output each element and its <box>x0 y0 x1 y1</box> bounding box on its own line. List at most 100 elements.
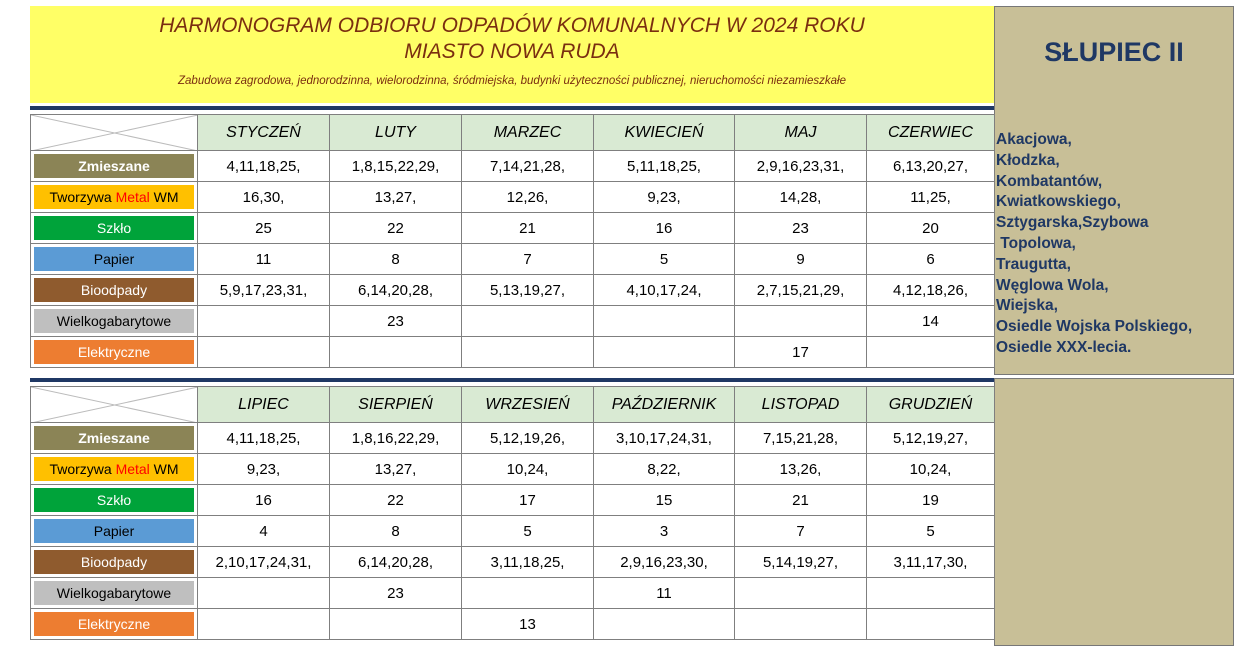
pickup-dates-cell: 2,7,15,21,29, <box>734 274 867 306</box>
pickup-dates-cell: 5,9,17,23,31, <box>197 274 330 306</box>
pickup-dates-cell: 22 <box>329 484 462 516</box>
pickup-dates-cell: 14 <box>866 305 995 337</box>
pickup-dates-cell: 8 <box>329 243 462 275</box>
month-header: GRUDZIEŃ <box>866 386 995 423</box>
category-label-cell: Elektryczne <box>30 608 198 640</box>
pickup-dates-cell: 2,10,17,24,31, <box>197 546 330 578</box>
pickup-dates-cell: 6,14,20,28, <box>329 546 462 578</box>
pickup-dates-cell: 9,23, <box>593 181 735 213</box>
pickup-dates-cell: 4,10,17,24, <box>593 274 735 306</box>
pickup-dates-cell <box>593 608 735 640</box>
pickup-dates-cell: 3,10,17,24,31, <box>593 422 735 454</box>
street-item: Akacjowa, <box>996 131 1072 148</box>
pickup-dates-cell: 17 <box>461 484 594 516</box>
month-header: LISTOPAD <box>734 386 867 423</box>
table-row: Zmieszane 4,11,18,25, 1,8,15,22,29, 7,14,21… <box>30 150 995 182</box>
corner-cell <box>30 386 198 423</box>
table-row: Papier 4 8 5 3 7 5 <box>30 515 995 547</box>
month-header: CZERWIEC <box>866 114 995 151</box>
pickup-dates-cell: 16 <box>593 212 735 244</box>
category-label: Papier <box>34 247 194 271</box>
street-item: Wiejska, <box>996 297 1058 315</box>
pickup-dates-cell: 8 <box>329 515 462 547</box>
category-label: Zmieszane <box>34 426 194 450</box>
pickup-dates-cell: 5 <box>866 515 995 547</box>
pickup-dates-cell: 7,15,21,28, <box>734 422 867 454</box>
pickup-dates-cell: 23 <box>329 577 462 609</box>
city-name: MIASTO NOWA RUDA <box>404 40 620 63</box>
month-header: MAJ <box>734 114 867 151</box>
pickup-dates-cell: 6,13,20,27, <box>866 150 995 182</box>
pickup-dates-cell: 3,11,18,25, <box>461 546 594 578</box>
pickup-dates-cell: 17 <box>734 336 867 368</box>
category-label: Papier <box>34 519 194 543</box>
category-label: Wielkogabarytowe <box>34 309 194 333</box>
category-label: Tworzywa Metal WM <box>34 457 194 481</box>
category-label-part: Tworzywa <box>49 189 116 205</box>
month-header-row: LIPIEC SIERPIEŃ WRZESIEŃ PAŹDZIERNIK LISTOPA… <box>30 386 995 423</box>
street-item: Traugutta, <box>996 255 1071 273</box>
schedule-table-jan-jun: STYCZEŃ LUTY MARZEC KWIECIEŃ MAJ CZERWIEC Zmie… <box>30 114 995 368</box>
pickup-dates-cell <box>197 305 330 337</box>
category-label-cell: Szkło <box>30 212 198 244</box>
pickup-dates-cell: 23 <box>329 305 462 337</box>
pickup-dates-cell <box>593 336 735 368</box>
table-row: Elektryczne 13 <box>30 608 995 640</box>
pickup-dates-cell: 4 <box>197 515 330 547</box>
category-label-part: Metal <box>115 189 150 205</box>
table-row: Elektryczne 17 <box>30 336 995 368</box>
category-label-cell: Wielkogabarytowe <box>30 305 198 337</box>
pickup-dates-cell: 19 <box>866 484 995 516</box>
pickup-dates-cell: 23 <box>734 212 867 244</box>
pickup-dates-cell: 3,11,17,30, <box>866 546 995 578</box>
pickup-dates-cell: 25 <box>197 212 330 244</box>
street-item: Kwiatkowskiego, <box>996 193 1121 211</box>
month-header-row: STYCZEŃ LUTY MARZEC KWIECIEŃ MAJ CZERWIEC <box>30 114 995 151</box>
pickup-dates-cell: 11,25, <box>866 181 995 213</box>
pickup-dates-cell: 7 <box>461 243 594 275</box>
building-types-subtitle: Zabudowa zagrodowa, jednorodzinna, wielo… <box>178 75 846 87</box>
month-header: WRZESIEŃ <box>461 386 594 423</box>
table-row: Szkło 25 22 21 16 23 20 <box>30 212 995 244</box>
category-label-cell: Zmieszane <box>30 150 198 182</box>
pickup-dates-cell: 3 <box>593 515 735 547</box>
crossed-cell-icon <box>31 387 197 422</box>
category-label-part: WM <box>149 461 179 477</box>
category-label: Wielkogabarytowe <box>34 581 194 605</box>
pickup-dates-cell: 7,14,21,28, <box>461 150 594 182</box>
street-item: Osiedle XXX-lecia. <box>996 338 1132 356</box>
street-list: Akacjowa, Kłodzka, Kombatantów, Kwiatkowski… <box>996 130 1192 359</box>
pickup-dates-cell <box>866 336 995 368</box>
pickup-dates-cell: 1,8,15,22,29, <box>329 150 462 182</box>
category-label-part: WM <box>149 189 179 205</box>
schedule-table-jul-dec: LIPIEC SIERPIEŃ WRZESIEŃ PAŹDZIERNIK LISTOPA… <box>30 386 995 640</box>
category-label: Zmieszane <box>34 154 194 178</box>
table-row: Szkło 16 22 17 15 21 19 <box>30 484 995 516</box>
pickup-dates-cell: 16,30, <box>197 181 330 213</box>
pickup-dates-cell <box>197 577 330 609</box>
category-label-part: Metal <box>115 461 150 477</box>
category-label: Elektryczne <box>34 340 194 364</box>
pickup-dates-cell <box>734 608 867 640</box>
category-label-cell: Papier <box>30 243 198 275</box>
month-header: SIERPIEŃ <box>329 386 462 423</box>
pickup-dates-cell: 15 <box>593 484 735 516</box>
pickup-dates-cell: 13,26, <box>734 453 867 485</box>
table-row: Papier 11 8 7 5 9 6 <box>30 243 995 275</box>
pickup-dates-cell: 22 <box>329 212 462 244</box>
pickup-dates-cell: 11 <box>197 243 330 275</box>
crossed-cell-icon <box>31 115 197 150</box>
category-label-cell: Bioodpady <box>30 546 198 578</box>
pickup-dates-cell <box>329 336 462 368</box>
pickup-dates-cell: 14,28, <box>734 181 867 213</box>
month-header: STYCZEŃ <box>197 114 330 151</box>
category-label-part: Tworzywa <box>49 461 116 477</box>
pickup-dates-cell: 13,27, <box>329 181 462 213</box>
street-item: Sztygarska,Szybowa <box>996 214 1149 232</box>
pickup-dates-cell: 11 <box>593 577 735 609</box>
schedule-header: HARMONOGRAM ODBIORU ODPADÓW KOMUNALNYCH … <box>30 6 994 103</box>
table-row: Zmieszane 4,11,18,25, 1,8,16,22,29, 5,12,19… <box>30 422 995 454</box>
category-label-cell: Elektryczne <box>30 336 198 368</box>
category-label: Bioodpady <box>34 550 194 574</box>
month-header: LIPIEC <box>197 386 330 423</box>
